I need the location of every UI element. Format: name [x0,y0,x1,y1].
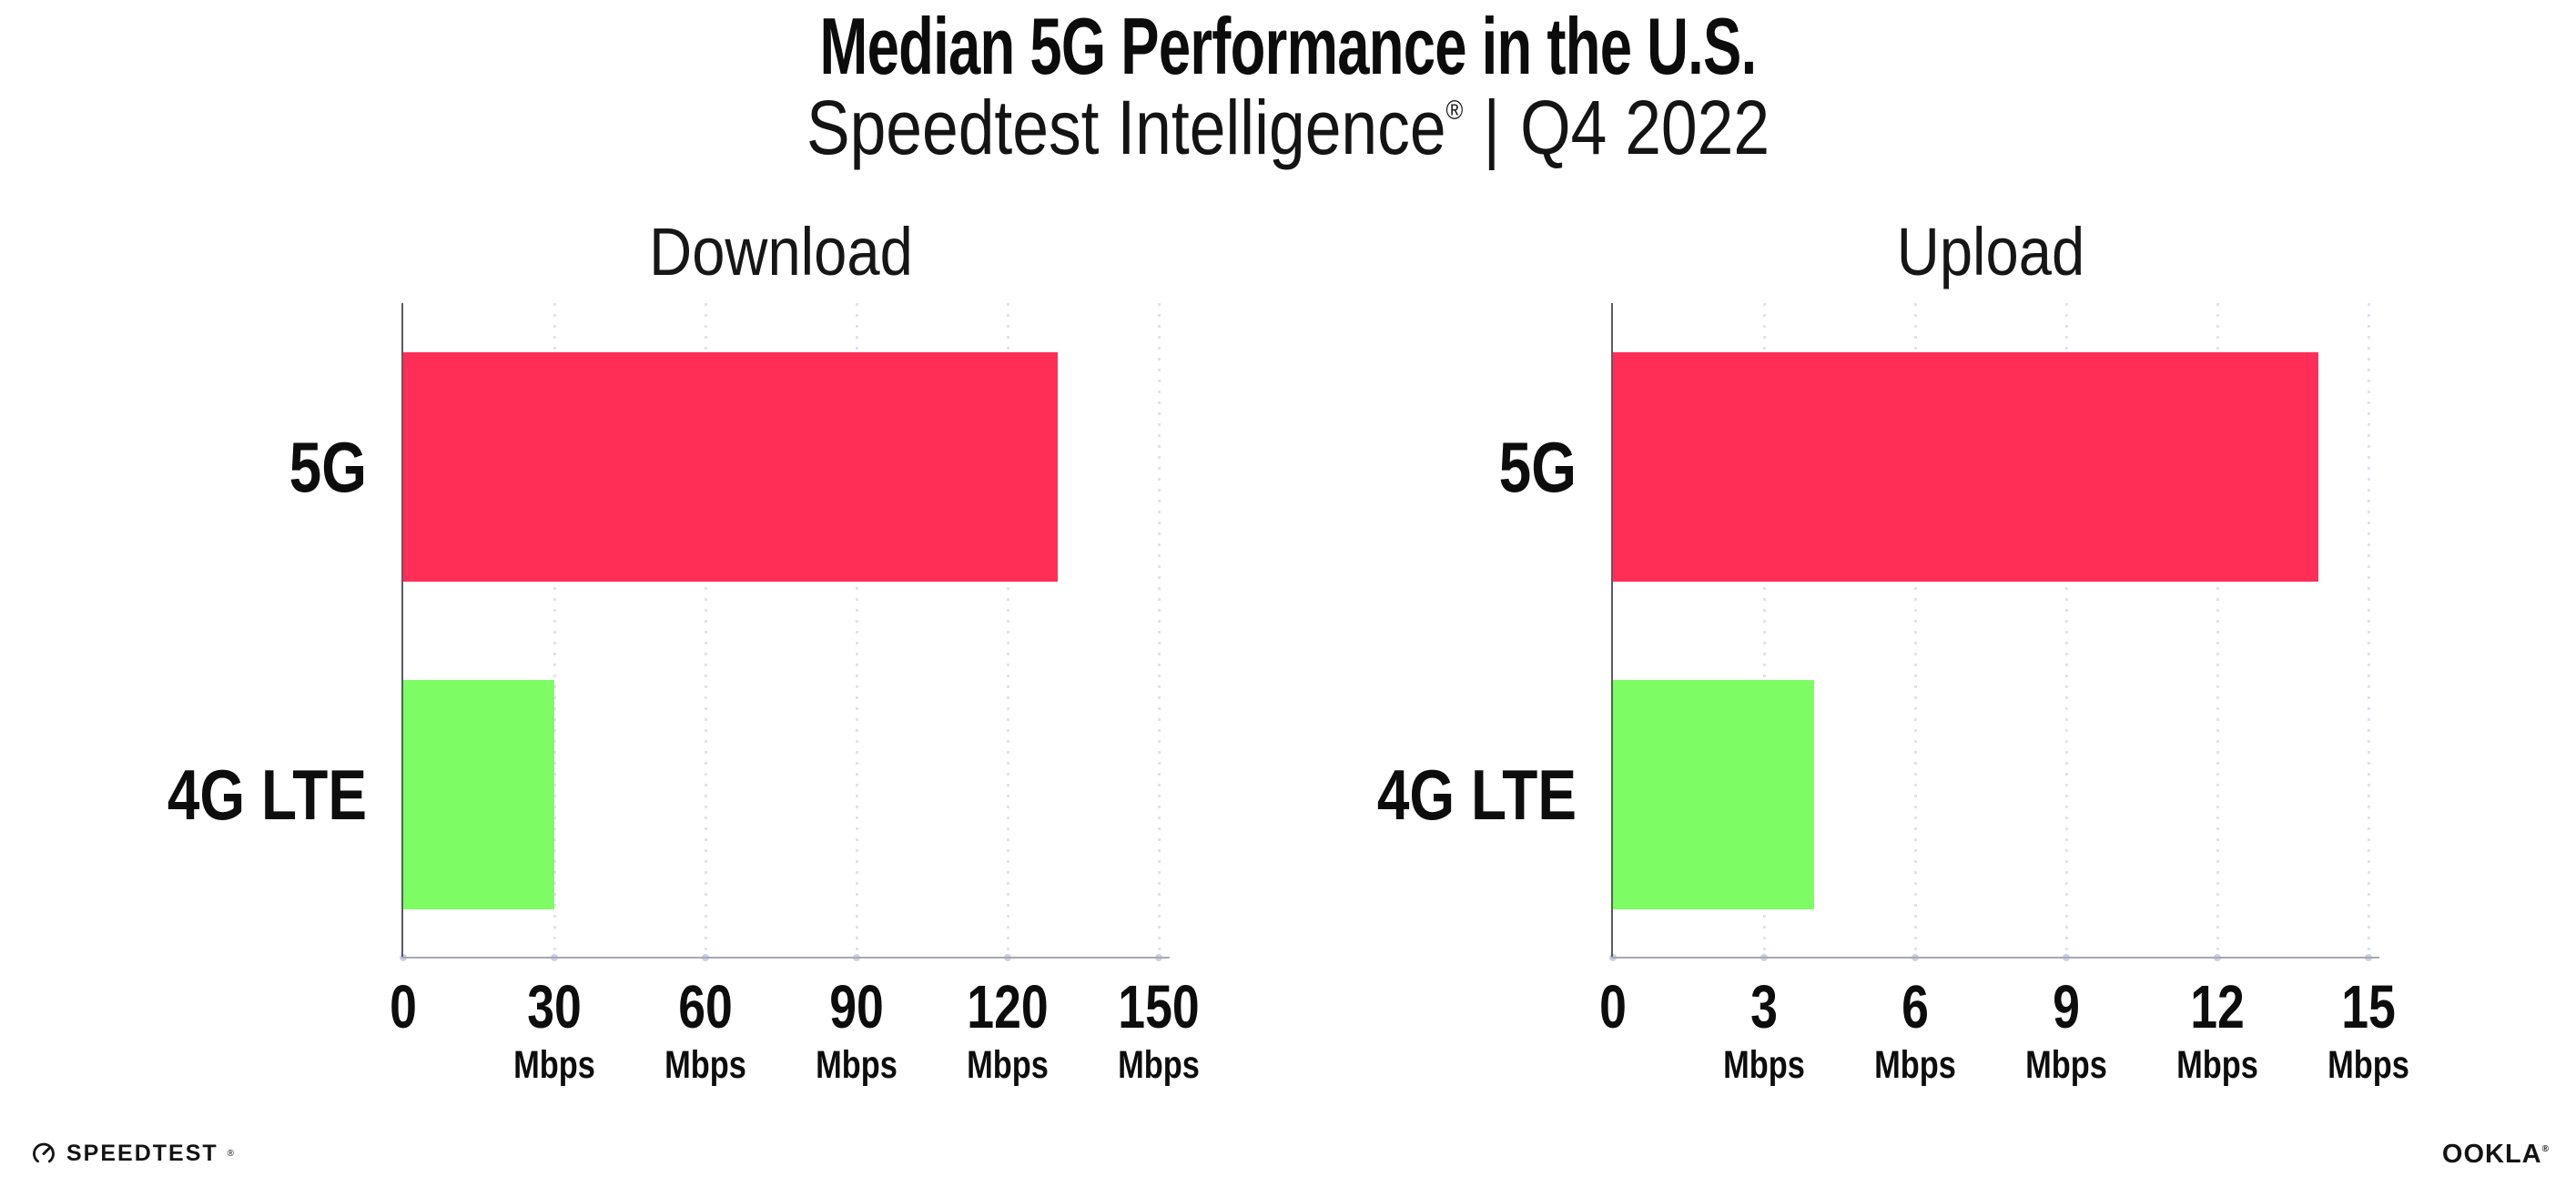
tick-label-15: 15 [2341,973,2396,1041]
tick-label-120: 120 [967,973,1049,1041]
ookla-wordmark: OOKLA [2441,1140,2542,1169]
subtitle-separator: | [1483,85,1501,170]
bar-4g-lte [1613,680,1815,909]
category-label-4g-lte: 4G LTE [1376,755,1577,835]
tick-unit-6: Mbps [1874,1043,1956,1087]
y-axis [401,303,403,959]
gridline-12 [2216,303,2219,959]
tick-label-90: 90 [829,973,884,1041]
tick-unit-12: Mbps [2176,1043,2258,1087]
gridline-9 [2065,303,2068,959]
ookla-registered-mark: ® [2541,1144,2549,1154]
subtitle-brand: Speedtest Intelligence [806,85,1446,170]
tick-label-0: 0 [390,973,417,1041]
tick-unit-90: Mbps [816,1043,898,1087]
gridline-3 [1763,303,1766,959]
page-title: Median 5G Performance in the U.S. [819,1,1758,91]
gridline-6 [1914,303,1917,959]
x-axis [401,957,1170,959]
tick-unit-120: Mbps [967,1043,1049,1087]
y-axis [1611,303,1613,959]
subtitle-period: Q4 2022 [1520,85,1770,170]
gridline-60 [705,303,707,959]
tick-label-0: 0 [1599,973,1627,1041]
category-label-5g: 5G [1498,427,1577,507]
chart-title-download: Download [649,214,913,289]
tick-unit-60: Mbps [664,1043,746,1087]
bar-5g [1613,352,2318,582]
tick-unit-3: Mbps [1723,1043,1805,1087]
bar-4g-lte [403,680,554,909]
tick-label-3: 3 [1750,973,1778,1041]
tick-unit-9: Mbps [2025,1043,2107,1087]
gridline-120 [1007,303,1009,959]
x-axis [1611,957,2379,959]
tick-unit-30: Mbps [513,1043,595,1087]
tick-label-9: 9 [2053,973,2080,1041]
speedtest-gauge-icon [30,1140,57,1167]
tick-label-6: 6 [1902,973,1929,1041]
ookla-logo: OOKLA® [2442,1140,2549,1170]
speedtest-registered-mark: ® [227,1148,235,1159]
gridline-90 [856,303,858,959]
page-subtitle: Speedtest Intelligence® | Q4 2022 [193,84,2383,172]
gridline-150 [1158,303,1161,959]
tick-label-150: 150 [1118,973,1200,1041]
tick-label-12: 12 [2190,973,2245,1041]
speedtest-logo: SPEEDTEST ® [30,1140,234,1167]
gridline-30 [553,303,556,959]
gridline-15 [2368,303,2370,959]
tick-unit-15: Mbps [2328,1043,2409,1087]
chart-title-upload: Upload [1896,214,2085,289]
bar-5g [403,352,1059,582]
category-label-4g-lte: 4G LTE [167,755,367,835]
registered-mark: ® [1445,96,1464,126]
category-label-5g: 5G [289,427,367,507]
tick-label-60: 60 [678,973,733,1041]
speedtest-wordmark: SPEEDTEST [66,1140,218,1166]
tick-label-30: 30 [527,973,582,1041]
tick-unit-150: Mbps [1118,1043,1200,1087]
